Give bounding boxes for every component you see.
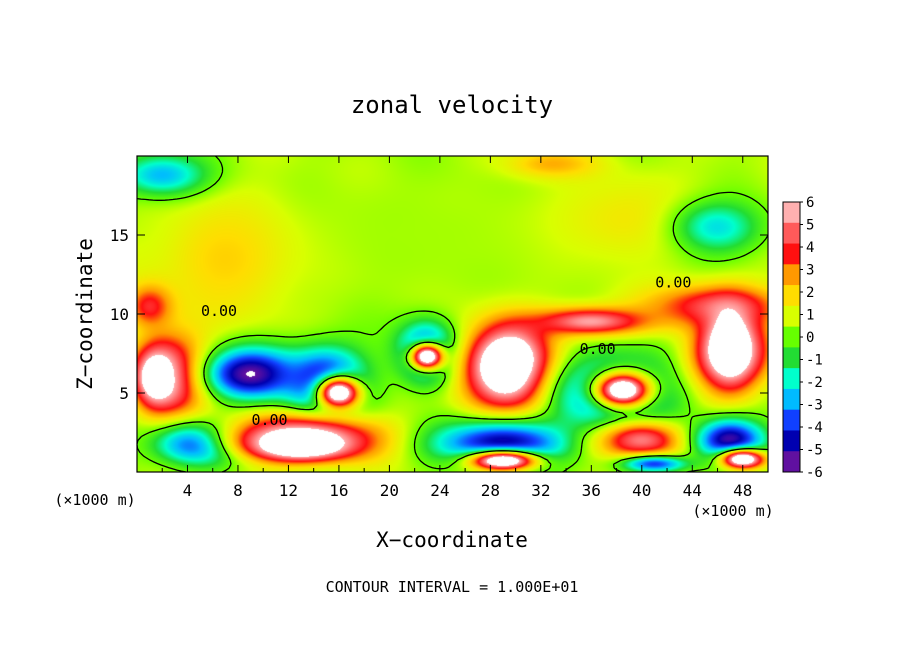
colorbar-label: -4 [806, 420, 823, 436]
x-axis-label: X−coordinate [376, 528, 528, 552]
x-tick-label: 40 [632, 481, 651, 500]
x-tick-label: 28 [481, 481, 500, 500]
zero-contour [136, 155, 769, 473]
colorbar-label: 1 [806, 308, 814, 324]
x-tick-label: 44 [683, 481, 702, 500]
colorbar-swatch [783, 243, 800, 265]
colorbar-swatch [783, 388, 800, 411]
x-tick-label: 32 [531, 481, 550, 500]
y-axis: 5 10 15 [110, 226, 768, 403]
colorbar-label: -6 [806, 465, 823, 481]
contour-label: 0.00 [655, 273, 691, 291]
colorbar-label: -3 [806, 398, 823, 414]
x-tick-label: 24 [430, 481, 449, 500]
colorbar-swatch [783, 430, 800, 452]
x-unit-right: (×1000 m) [692, 502, 773, 520]
heatmap-field [137, 156, 768, 472]
y-tick-label: 5 [119, 384, 129, 403]
x-axis: 4 8 12 16 20 24 28 32 36 40 44 48 [161, 156, 752, 500]
colorbar-swatch [783, 285, 800, 307]
x-unit-left: (×1000 m) [54, 491, 135, 509]
x-tick-label: 12 [279, 481, 298, 500]
colorbar-swatch [783, 409, 800, 431]
y-tick-label: 15 [110, 226, 129, 245]
colorbar-swatch [783, 305, 800, 328]
colorbar-label: -5 [806, 443, 823, 459]
contour-lines: 0.00 0.00 0.00 0.00 [136, 155, 769, 473]
colorbar-swatch [783, 326, 800, 348]
x-tick-label: 8 [233, 481, 243, 500]
colorbar-swatch [783, 368, 800, 390]
x-tick-label: 4 [183, 481, 193, 500]
contour-interval-note: CONTOUR INTERVAL = 1.000E+01 [326, 578, 579, 596]
colorbar-label: 5 [806, 218, 814, 234]
colorbar-label: 2 [806, 285, 814, 301]
colorbar-label: 3 [806, 263, 814, 279]
y-tick-label: 10 [110, 305, 129, 324]
colorbar: 6 5 4 3 2 1 0 -1 -2 -3 -4 -5 -6 [782, 195, 823, 481]
plot-area: 0.00 0.00 0.00 0.00 [136, 155, 769, 473]
colorbar-swatch [783, 451, 800, 473]
x-tick-label: 16 [329, 481, 348, 500]
contour-label: 0.00 [251, 411, 287, 429]
contour-label: 0.00 [580, 340, 616, 358]
colorbar-swatch [783, 202, 800, 224]
chart-title: zonal velocity [351, 91, 553, 119]
colorbar-label: 6 [806, 195, 814, 211]
x-tick-label: 20 [380, 481, 399, 500]
colorbar-label: 4 [806, 240, 814, 256]
colorbar-swatch [783, 222, 800, 245]
colorbar-label: -1 [806, 353, 823, 369]
x-tick-label: 36 [582, 481, 601, 500]
colorbar-label: -2 [806, 375, 823, 391]
contour-label: 0.00 [201, 302, 237, 320]
colorbar-swatch [783, 347, 800, 369]
colorbar-swatch [783, 264, 800, 286]
x-tick-label: 48 [733, 481, 752, 500]
colorbar-label: 0 [806, 330, 814, 346]
y-axis-label: Z−coordinate [73, 238, 97, 390]
